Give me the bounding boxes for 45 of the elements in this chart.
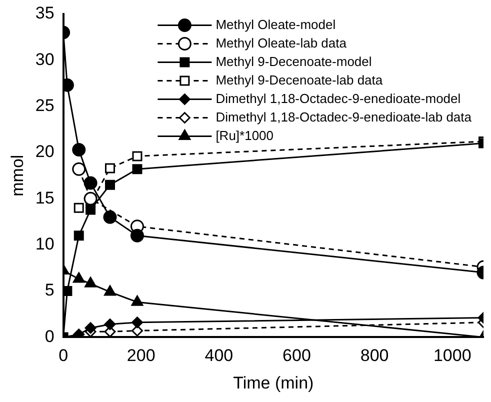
legend-label: Methyl Oleate-lab data <box>216 35 348 50</box>
point <box>84 192 98 206</box>
legend-label: Dimethyl 1,18-Octadec-9-enedioate-lab data <box>216 109 472 124</box>
y-tick-label: 25 <box>35 96 54 116</box>
x-tick-label: 200 <box>126 346 156 366</box>
legend-label: Methyl 9-Decenoate-model <box>216 54 372 69</box>
legend-label: Methyl Oleate-model <box>216 16 336 32</box>
point <box>132 164 142 174</box>
point <box>72 142 86 156</box>
point <box>105 180 115 190</box>
point <box>131 316 143 328</box>
point <box>72 272 85 283</box>
y-tick-label: 30 <box>35 50 54 69</box>
point <box>63 286 72 296</box>
point <box>104 318 116 330</box>
point <box>103 210 117 224</box>
legend-label: Methyl 9-Decenoate-lab data <box>216 72 384 88</box>
legend-label: Dimethyl 1,18-Octadec-9-enedioate-model <box>216 90 461 106</box>
x-tick-label: 600 <box>282 346 311 366</box>
point <box>86 204 96 215</box>
x-axis-title: Time (min) <box>233 373 314 392</box>
y-tick-label: 0 <box>44 326 54 346</box>
x-tick-label: 800 <box>360 346 389 366</box>
legend-label: [Ru]*1000 <box>216 128 274 143</box>
x-tick-label: 0 <box>58 346 68 366</box>
point <box>132 151 142 162</box>
y-tick-label: 5 <box>44 280 54 300</box>
point <box>84 276 96 288</box>
point <box>74 230 84 241</box>
point <box>104 285 116 296</box>
point <box>73 328 85 338</box>
y-tick-label: 15 <box>35 188 54 208</box>
point <box>84 322 96 334</box>
point <box>72 162 86 176</box>
x-tick-label: 1000 <box>433 346 472 366</box>
y-tick-label: 10 <box>35 234 54 254</box>
y-tick-label: 20 <box>35 142 54 162</box>
point <box>130 228 144 242</box>
point <box>84 176 98 190</box>
y-axis-title: mmol <box>8 154 27 196</box>
point <box>105 163 115 174</box>
point <box>74 202 84 213</box>
y-tick-label: 35 <box>35 4 54 23</box>
point <box>131 295 144 306</box>
x-tick-label: 400 <box>204 346 234 366</box>
